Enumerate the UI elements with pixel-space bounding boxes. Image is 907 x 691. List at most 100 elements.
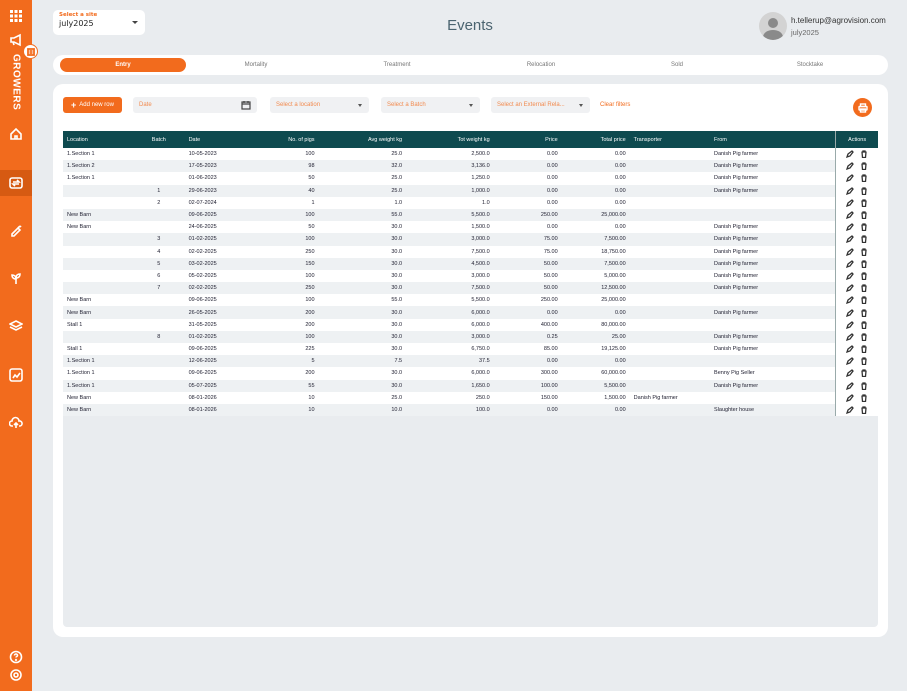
table-row[interactable]: 6 05-02-2025 100 30.0 3,000.0 50.00 5,000.00 Da… <box>63 269 878 283</box>
edit-icon[interactable] <box>845 259 855 269</box>
tab-stocktake[interactable]: Stocktake <box>796 62 824 68</box>
table-row[interactable]: 1.Section 2 17-05-2023 98 32.0 3,136.0 0.00 0.… <box>63 160 878 173</box>
notes-icon[interactable] <box>23 44 38 59</box>
table-row[interactable]: 4 02-02-2025 250 30.0 7,500.0 75.00 18,750.00 D… <box>63 245 878 258</box>
delete-icon[interactable] <box>859 332 869 342</box>
syringe-icon[interactable] <box>6 220 26 240</box>
delete-icon[interactable] <box>859 320 869 330</box>
table-row[interactable]: 1.Section 1 05-07-2025 55 30.0 1,650.0 100.00… <box>63 379 878 392</box>
column-header[interactable]: Transporter <box>633 136 662 143</box>
home-icon[interactable] <box>6 124 26 144</box>
clear-filters-link[interactable]: Clear filters <box>600 102 631 108</box>
table-row[interactable]: Stall 1 31-05-2025 200 30.0 6,000.0 400.00 80,… <box>63 318 878 331</box>
delete-icon[interactable] <box>859 259 869 269</box>
table-row[interactable]: 1.Section 1 12-06-2025 5 7.5 37.5 0.00 0.00 <box>63 355 878 368</box>
delete-icon[interactable] <box>859 271 869 281</box>
edit-icon[interactable] <box>845 283 855 293</box>
column-header[interactable]: Price <box>545 136 558 143</box>
external-relation-filter[interactable]: Select an External Rela... <box>491 97 590 113</box>
edit-icon[interactable] <box>845 295 855 305</box>
delete-icon[interactable] <box>859 186 869 196</box>
table-row[interactable]: 8 01-02-2025 100 30.0 3,000.0 0.25 25.00 Danish… <box>63 330 878 343</box>
table-row[interactable]: 7 02-02-2025 250 30.0 7,500.0 50.00 12,500.00 D… <box>63 282 878 295</box>
transfer-icon[interactable] <box>6 173 26 193</box>
help-icon[interactable] <box>6 647 26 667</box>
edit-icon[interactable] <box>845 381 855 391</box>
delete-icon[interactable] <box>859 210 869 220</box>
table-row[interactable]: New Barn 26-05-2025 200 30.0 6,000.0 0.00 0.00… <box>63 306 878 319</box>
table-row[interactable]: 1.Section 1 09-06-2025 200 30.0 6,000.0 300.0… <box>63 367 878 380</box>
column-header[interactable]: From <box>714 136 727 143</box>
add-new-row-button[interactable]: + Add new row <box>63 97 122 113</box>
print-button[interactable] <box>853 98 872 117</box>
table-row[interactable]: New Barn 08-01-2026 10 25.0 250.0 150.00 1,500… <box>63 391 878 404</box>
column-header[interactable]: No. of pigs <box>288 136 315 143</box>
delete-icon[interactable] <box>859 308 869 318</box>
table-row[interactable]: 5 03-02-2025 150 30.0 4,500.0 50.00 7,500.00 Da… <box>63 257 878 270</box>
edit-icon[interactable] <box>845 173 855 183</box>
column-header[interactable]: Batch <box>151 136 166 143</box>
delete-icon[interactable] <box>859 173 869 183</box>
settings-icon[interactable] <box>6 665 26 685</box>
edit-icon[interactable] <box>845 222 855 232</box>
delete-icon[interactable] <box>859 356 869 366</box>
delete-icon[interactable] <box>859 161 869 171</box>
column-header[interactable]: Date <box>188 136 201 143</box>
table-row[interactable]: New Barn 24-06-2025 50 30.0 1,500.0 0.00 0.00 D… <box>63 221 878 234</box>
column-header[interactable]: Total price <box>600 136 626 143</box>
delete-icon[interactable] <box>859 381 869 391</box>
tab-mortality[interactable]: Mortality <box>244 62 268 68</box>
table-row[interactable]: 2 02-07-2024 1 1.0 1.0 0.00 0.00 <box>63 196 878 209</box>
edit-icon[interactable] <box>845 210 855 220</box>
delete-icon[interactable] <box>859 198 869 208</box>
edit-icon[interactable] <box>845 198 855 208</box>
table-row[interactable]: New Barn 09-06-2025 100 55.0 5,500.0 250.00 25… <box>63 208 878 222</box>
table-row[interactable]: 1 29-06-2023 40 25.0 1,000.0 0.00 0.00 Danish P… <box>63 184 878 197</box>
column-header[interactable]: Tot weight kg <box>457 136 490 143</box>
tab-relocation[interactable]: Relocation <box>526 62 556 68</box>
edit-icon[interactable] <box>845 186 855 196</box>
edit-icon[interactable] <box>845 344 855 354</box>
delete-icon[interactable] <box>859 344 869 354</box>
date-filter[interactable]: Date <box>133 97 257 113</box>
megaphone-icon[interactable] <box>6 30 26 50</box>
table-row[interactable]: 1.Section 1 10-05-2023 100 25.0 2,500.0 0.00 0… <box>63 148 878 161</box>
edit-icon[interactable] <box>845 271 855 281</box>
avatar[interactable] <box>759 12 787 40</box>
edit-icon[interactable] <box>845 332 855 342</box>
delete-icon[interactable] <box>859 149 869 159</box>
delete-icon[interactable] <box>859 234 869 244</box>
tab-sold[interactable]: Sold <box>670 62 683 68</box>
table-row[interactable]: New Barn 09-06-2025 100 55.0 5,500.0 250.00 25… <box>63 294 878 307</box>
tab-entry[interactable]: Entry <box>60 58 186 72</box>
chart-icon[interactable] <box>6 365 26 385</box>
edit-icon[interactable] <box>845 149 855 159</box>
delete-icon[interactable] <box>859 283 869 293</box>
site-selector[interactable]: Select a site july2025 <box>53 10 145 35</box>
location-filter[interactable]: Select a location <box>270 97 369 113</box>
delete-icon[interactable] <box>859 405 869 415</box>
grid-icon[interactable] <box>6 6 26 26</box>
delete-icon[interactable] <box>859 295 869 305</box>
table-row[interactable]: Stall 1 09-06-2025 225 30.0 6,750.0 85.00 19,1… <box>63 343 878 356</box>
table-row[interactable]: New Barn 08-01-2026 10 10.0 100.0 0.00 0.00 Sla… <box>63 403 878 417</box>
table-row[interactable]: 3 01-02-2025 100 30.0 3,000.0 75.00 7,500.00 Da… <box>63 233 878 246</box>
delete-icon[interactable] <box>859 368 869 378</box>
edit-icon[interactable] <box>845 320 855 330</box>
edit-icon[interactable] <box>845 161 855 171</box>
table-row[interactable]: 1.Section 1 01-06-2023 50 25.0 1,250.0 0.00 0.… <box>63 172 878 185</box>
edit-icon[interactable] <box>845 247 855 257</box>
edit-icon[interactable] <box>845 368 855 378</box>
plant-icon[interactable] <box>6 268 26 288</box>
layers-icon[interactable] <box>6 316 26 336</box>
edit-icon[interactable] <box>845 405 855 415</box>
batch-filter[interactable]: Select a Batch <box>381 97 480 113</box>
delete-icon[interactable] <box>859 247 869 257</box>
delete-icon[interactable] <box>859 222 869 232</box>
cloud-upload-icon[interactable] <box>6 413 26 433</box>
edit-icon[interactable] <box>845 234 855 244</box>
delete-icon[interactable] <box>859 393 869 403</box>
edit-icon[interactable] <box>845 356 855 366</box>
edit-icon[interactable] <box>845 308 855 318</box>
tab-treatment[interactable]: Treatment <box>383 62 411 68</box>
